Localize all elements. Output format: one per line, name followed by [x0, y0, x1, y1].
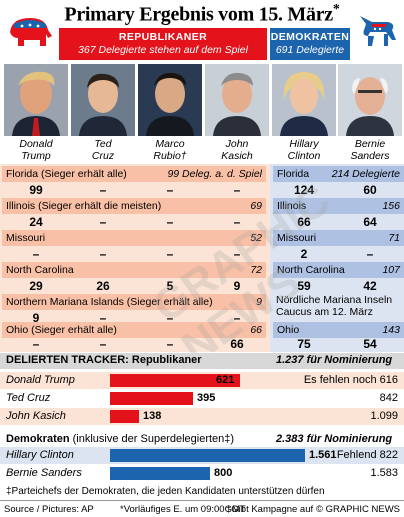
- tracker-row-cruz: Ted Cruz 395 842: [0, 390, 404, 407]
- tracker-row-clinton: Hillary Clinton 1.561 Fehlend 822: [0, 447, 404, 464]
- dem-needed-note: 2.383 für Nominierung: [276, 433, 393, 445]
- state-row-ohio-rep: Ohio (Sieger erhält alle) 66: [2, 322, 266, 338]
- kasich-photo: [205, 64, 269, 136]
- result-value: 64: [363, 215, 377, 229]
- footnote: ‡Parteichefs der Demokraten, die jeden K…: [6, 486, 325, 497]
- tracker-value: 395: [197, 392, 216, 404]
- result-value: 5: [166, 279, 174, 293]
- rubio-photo: [138, 64, 202, 136]
- tracker-header: [0, 353, 404, 369]
- result-value: 42: [363, 279, 377, 293]
- state-row-florida-rep: Florida (Sieger erhält alle) 99 Deleg. a.…: [2, 166, 266, 182]
- footer-note-campaign: †Gibt Kampagne auf: [226, 504, 314, 515]
- result-value: –: [32, 247, 40, 261]
- result-value: 99: [29, 183, 43, 197]
- republican-elephant-logo: [4, 10, 56, 52]
- state-row-missouri-dem: Missouri 71: [273, 230, 404, 246]
- democrat-subtitle: 691 Delegierte: [275, 44, 345, 56]
- footer-source: Source / Pictures: AP: [4, 504, 94, 515]
- tracker-needed-note: 1.237 für Nominierung: [276, 354, 393, 366]
- republican-header: Republikaner 367 Delegierte stehen auf d…: [59, 28, 267, 60]
- result-value: –: [166, 311, 174, 325]
- footer: Source / Pictures: AP *Vorläufiges E. um…: [0, 500, 404, 517]
- tracker-bar: [110, 410, 139, 423]
- tracker-value: 138: [143, 410, 162, 422]
- tracker-bar: [110, 392, 193, 405]
- result-value: 29: [29, 279, 43, 293]
- result-value: 124: [293, 183, 315, 197]
- result-value: –: [233, 215, 241, 229]
- state-row-mariana-rep: Northern Mariana Islands (Sieger erhält …: [2, 294, 266, 310]
- result-value: –: [99, 247, 107, 261]
- result-value: 66: [230, 337, 244, 351]
- sanders-photo: [338, 64, 402, 136]
- result-value: 54: [363, 337, 377, 351]
- result-value: –: [166, 215, 174, 229]
- result-value: 9: [32, 311, 40, 325]
- tracker-title: DELIERTEN TRACKER: Republikaner: [6, 354, 202, 366]
- clinton-photo: [272, 64, 336, 136]
- page-title: Primary Ergebnis vom 15. März*: [64, 2, 340, 26]
- result-value: –: [233, 247, 241, 261]
- result-value: 66: [297, 215, 311, 229]
- result-value: –: [32, 337, 40, 351]
- state-row-missouri-rep: Missouri 52: [2, 230, 266, 246]
- republican-label: Republikaner: [118, 31, 208, 43]
- state-row-north-carolina-dem: North Carolina 107: [273, 262, 404, 278]
- candidate-name-sanders: Bernie Sanders: [350, 138, 390, 162]
- tracker-value: 1.561: [309, 449, 337, 461]
- tracker-bar: [110, 449, 305, 462]
- result-value: 2: [300, 247, 308, 261]
- result-value: –: [233, 183, 241, 197]
- result-value: –: [166, 247, 174, 261]
- result-value: 26: [96, 279, 110, 293]
- state-row-illinois-dem: Illinois 156: [273, 198, 404, 214]
- democrat-results-area: [270, 164, 404, 352]
- footer-note-prelim: *Vorläufiges E. um 09:00GMT: [120, 504, 246, 515]
- tracker-value: 800: [214, 467, 233, 479]
- republican-results-area: [0, 164, 270, 352]
- candidate-name-cruz: Ted Cruz: [91, 138, 115, 162]
- tracker-row-sanders: Bernie Sanders 800 1.583: [0, 465, 404, 482]
- tracker-value: 621: [216, 374, 235, 386]
- result-value: –: [99, 311, 107, 325]
- state-row-illinois-rep: Illinois (Sieger erhält die meisten) 69: [2, 198, 266, 214]
- result-value: 24: [29, 215, 43, 229]
- tracker-bar: [110, 467, 210, 480]
- result-value: 9: [233, 279, 241, 293]
- candidate-name-rubio: Marco Rubio†: [153, 138, 187, 162]
- republican-subtitle: 367 Delegierte stehen auf dem Spiel: [78, 44, 248, 56]
- result-value: –: [166, 183, 174, 197]
- state-row-florida-dem: Florida 214 Delegierte: [273, 166, 404, 182]
- mariana-dem-note: Nördliche Mariana Inseln Caucus am 12. M…: [276, 294, 393, 318]
- dem-tracker-title: Demokraten (inklusive der Superdelegiert…: [6, 433, 235, 445]
- democrat-donkey-logo: [360, 16, 396, 46]
- result-value: 60: [363, 183, 377, 197]
- state-row-ohio-dem: Ohio 143: [273, 322, 404, 338]
- candidate-name-kasich: John Kasich: [221, 138, 253, 162]
- democrat-label: Demokraten: [270, 31, 350, 43]
- tracker-bar: [110, 374, 240, 387]
- cruz-photo: [71, 64, 135, 136]
- trump-photo: [4, 64, 68, 136]
- result-value: –: [166, 337, 174, 351]
- result-value: –: [99, 337, 107, 351]
- candidate-name-clinton: Hillary Clinton: [287, 138, 321, 162]
- tracker-row-kasich: John Kasich 138 1.099: [0, 408, 404, 425]
- democrat-header: Demokraten 691 Delegierte: [270, 28, 350, 60]
- result-value: –: [99, 183, 107, 197]
- state-row-north-carolina-rep: North Carolina 72: [2, 262, 266, 278]
- result-value: –: [99, 215, 107, 229]
- result-value: 75: [297, 337, 311, 351]
- tracker-row-trump: Donald Trump 621 Es fehlen noch 616: [0, 372, 404, 389]
- result-value: –: [233, 311, 241, 325]
- footer-credit: © GRAPHIC NEWS: [315, 504, 400, 515]
- result-value: 59: [297, 279, 311, 293]
- result-value: –: [366, 247, 374, 261]
- candidate-name-trump: Donald Trump: [19, 138, 53, 162]
